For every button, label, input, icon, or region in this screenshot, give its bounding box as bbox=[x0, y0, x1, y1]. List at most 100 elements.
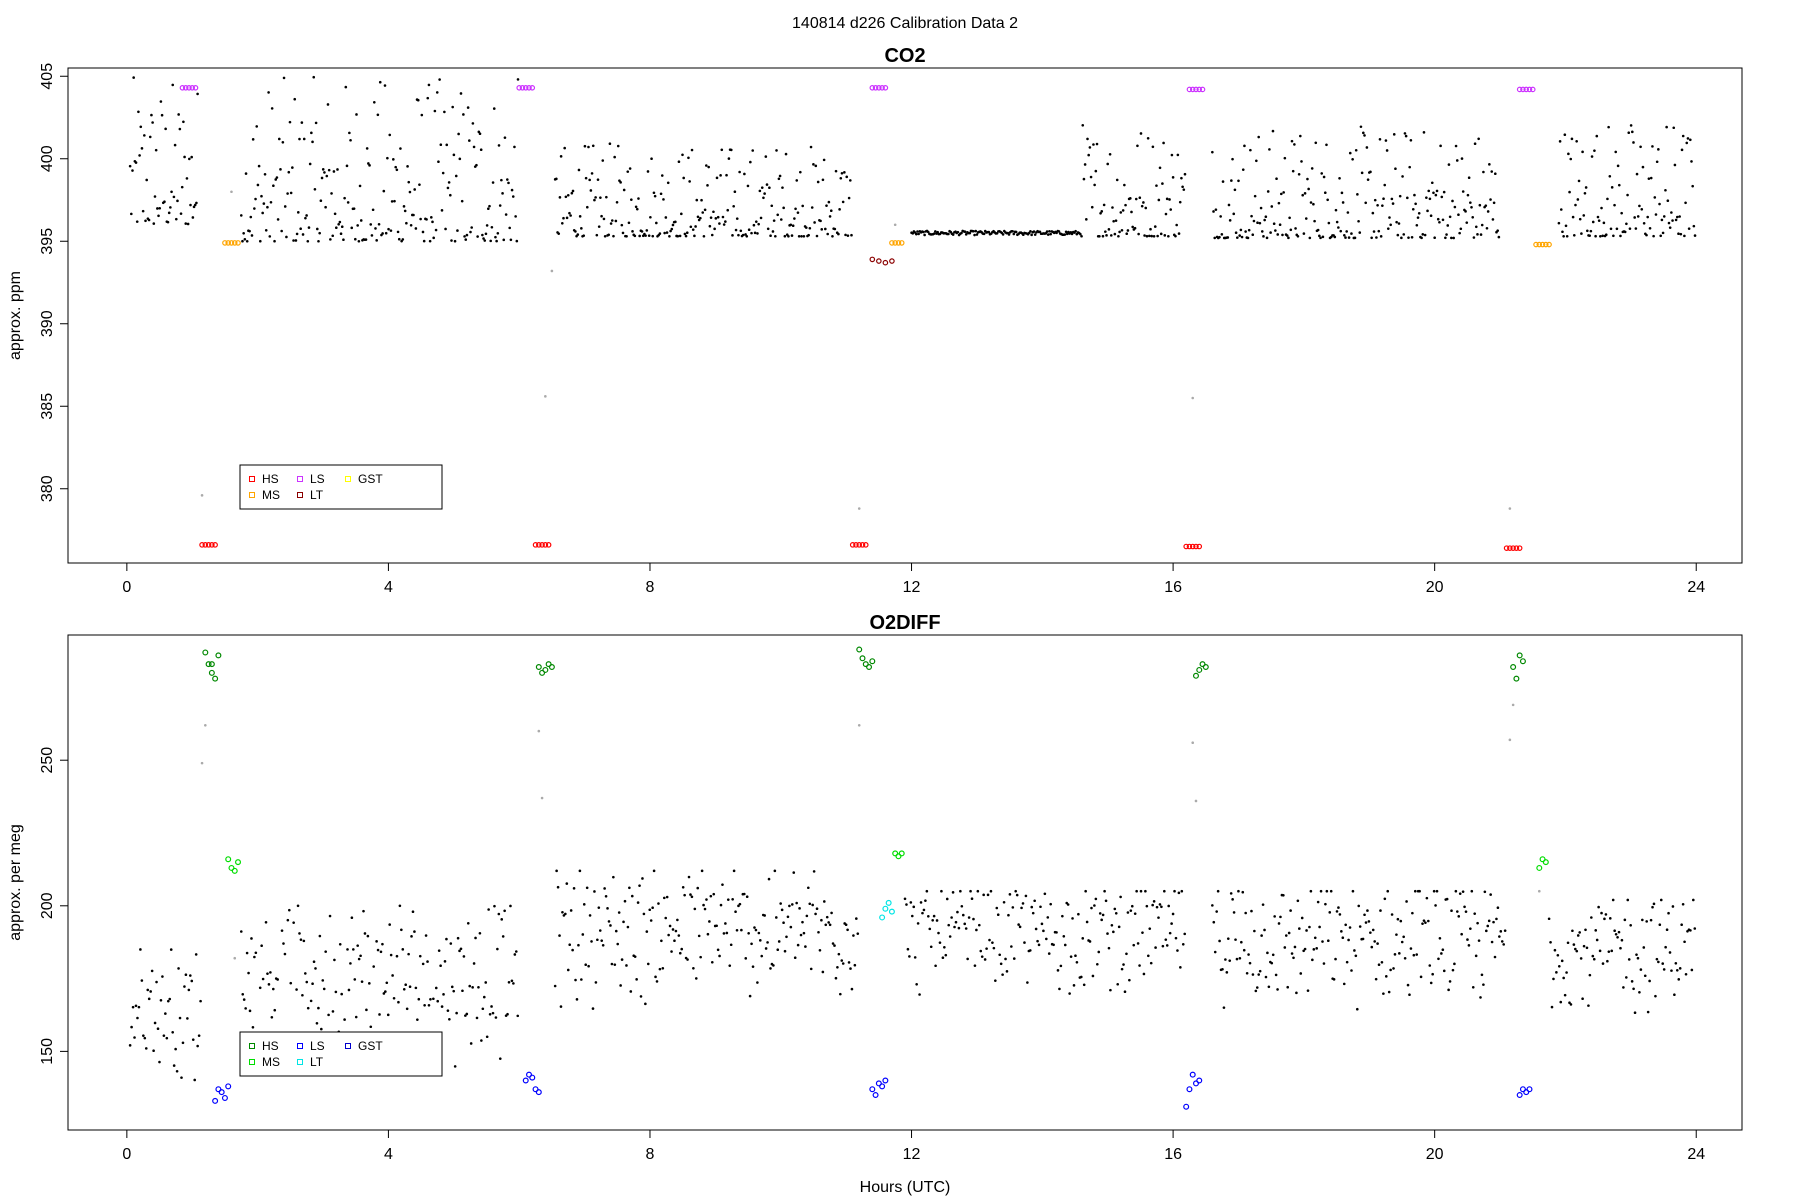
sample-point bbox=[621, 231, 625, 235]
transition-point bbox=[550, 269, 554, 273]
legend-swatch-ls bbox=[297, 476, 303, 482]
sample-point bbox=[1619, 946, 1622, 950]
sample-point bbox=[680, 212, 683, 216]
sample-point bbox=[500, 178, 503, 182]
sample-point bbox=[1383, 897, 1387, 901]
sample-point bbox=[1452, 236, 1455, 240]
sample-point bbox=[299, 227, 302, 231]
sample-point bbox=[960, 231, 963, 235]
calibration-point-hs bbox=[199, 542, 205, 548]
sample-point bbox=[1625, 222, 1628, 226]
sample-point bbox=[693, 907, 697, 911]
sample-point bbox=[605, 195, 608, 199]
sample-point bbox=[1001, 973, 1004, 976]
sample-point bbox=[941, 956, 945, 960]
sample-point bbox=[1549, 940, 1552, 944]
sample-point bbox=[375, 940, 378, 943]
sample-point bbox=[357, 957, 361, 961]
sample-point bbox=[1413, 889, 1417, 893]
sample-point bbox=[1277, 922, 1281, 925]
sample-point bbox=[782, 206, 785, 210]
sample-point bbox=[462, 113, 465, 116]
sample-point bbox=[1662, 968, 1666, 971]
sample-point bbox=[726, 208, 730, 212]
sample-point bbox=[515, 239, 519, 243]
points-layer bbox=[128, 646, 1697, 1110]
calibration-point-hs bbox=[545, 542, 552, 548]
sample-point bbox=[1289, 228, 1293, 232]
sample-point bbox=[1660, 218, 1664, 222]
sample-point bbox=[1230, 179, 1233, 182]
sample-point bbox=[1492, 920, 1495, 924]
sample-point bbox=[1433, 236, 1436, 240]
sample-point bbox=[268, 235, 272, 238]
calibration-point-ms bbox=[1536, 241, 1543, 248]
sample-point bbox=[1314, 141, 1318, 145]
calibration-point-ls bbox=[529, 1074, 536, 1081]
sample-point bbox=[594, 981, 598, 984]
sample-point bbox=[1289, 909, 1292, 912]
sample-point bbox=[1675, 968, 1679, 972]
sample-point bbox=[1255, 159, 1258, 163]
sample-point bbox=[988, 938, 991, 942]
calibration-point-ms bbox=[898, 850, 905, 857]
sample-point bbox=[1369, 931, 1372, 934]
sample-point bbox=[1430, 181, 1434, 185]
sample-point bbox=[1320, 172, 1324, 175]
sample-point bbox=[158, 1060, 161, 1064]
calibration-point-hs bbox=[212, 675, 219, 682]
sample-point bbox=[283, 205, 287, 208]
transition-point bbox=[1191, 396, 1195, 400]
sample-point bbox=[1467, 944, 1471, 947]
sample-point bbox=[133, 1036, 136, 1039]
sample-point bbox=[358, 184, 362, 188]
sample-point bbox=[454, 174, 458, 178]
sample-point bbox=[331, 234, 335, 238]
sample-point bbox=[1145, 234, 1149, 238]
sample-point bbox=[1654, 213, 1658, 216]
sample-point bbox=[668, 924, 672, 928]
sample-point bbox=[631, 230, 634, 233]
calibration-point-hs bbox=[869, 658, 876, 665]
sample-point bbox=[742, 892, 746, 896]
sample-point bbox=[796, 943, 800, 947]
sample-point bbox=[1062, 934, 1066, 938]
sample-point bbox=[709, 216, 713, 219]
sample-point bbox=[553, 984, 557, 988]
sample-point bbox=[388, 133, 392, 137]
sample-point bbox=[1109, 988, 1112, 992]
sample-point bbox=[406, 165, 409, 168]
sample-point bbox=[1690, 968, 1694, 972]
sample-point bbox=[1419, 975, 1423, 979]
sample-point bbox=[709, 894, 713, 898]
sample-point bbox=[669, 229, 672, 233]
sample-point bbox=[241, 239, 244, 243]
sample-point bbox=[1178, 200, 1182, 204]
sample-point bbox=[1042, 929, 1045, 933]
sample-point bbox=[1415, 223, 1419, 227]
calibration-point-hs bbox=[1513, 675, 1520, 682]
sample-point bbox=[1235, 957, 1239, 961]
y-tick-label: 385 bbox=[39, 393, 56, 420]
sample-point bbox=[1592, 957, 1596, 961]
sample-point bbox=[196, 92, 199, 96]
sample-point bbox=[1654, 994, 1657, 998]
sample-point bbox=[1448, 980, 1452, 983]
sample-point bbox=[1461, 190, 1465, 193]
sample-point bbox=[1383, 183, 1387, 187]
sample-point bbox=[165, 1036, 169, 1040]
sample-point bbox=[494, 1016, 498, 1019]
sample-point bbox=[1215, 910, 1218, 913]
sample-point bbox=[1645, 920, 1648, 923]
sample-point bbox=[410, 935, 413, 938]
sample-point bbox=[846, 234, 850, 237]
sample-point bbox=[1017, 923, 1020, 926]
sample-point bbox=[834, 976, 838, 980]
sample-point bbox=[1344, 923, 1347, 927]
sample-point bbox=[1103, 889, 1106, 893]
sample-point bbox=[306, 239, 310, 243]
sample-point bbox=[334, 226, 338, 230]
sample-point bbox=[1458, 892, 1462, 895]
sample-point bbox=[1681, 134, 1685, 138]
calibration-point-hs bbox=[532, 542, 539, 548]
